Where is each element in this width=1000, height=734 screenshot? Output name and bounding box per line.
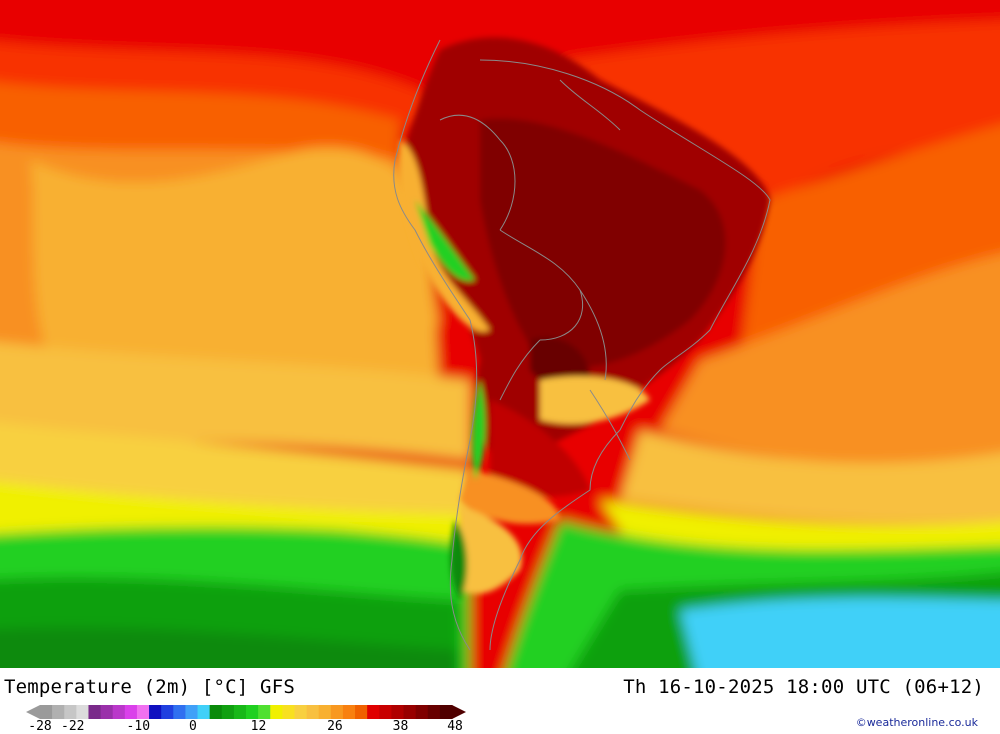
colorbar-segment: [149, 705, 162, 719]
colorbar-tick-label: 12: [250, 719, 267, 734]
colorbar-tick-label: 26: [327, 719, 343, 734]
colorbar-segment: [112, 705, 126, 719]
colorbar-tick-label: -22: [61, 719, 85, 734]
colorbar-segment: [391, 705, 405, 719]
land-temperature-field: [398, 37, 770, 600]
colorbar-segment: [439, 705, 453, 719]
colorbar-tick-label: -28: [28, 719, 52, 734]
colorbar-segment: [427, 705, 441, 719]
colorbar-segment: [161, 705, 174, 719]
colorbar-segment: [100, 705, 114, 719]
colorbar-segment: [173, 705, 186, 719]
colorbar-segment: [221, 705, 235, 719]
colorbar-segment: [209, 705, 223, 719]
colorbar-segment: [246, 705, 259, 719]
temperature-colorbar: [26, 705, 466, 719]
colorbar-segment: [270, 705, 283, 719]
colorbar-tick-label: -10: [126, 719, 151, 734]
colorbar-segment: [318, 705, 332, 719]
country-borders: [393, 39, 771, 651]
colorbar-right-arrow: [452, 705, 466, 719]
colorbar-segment: [52, 705, 65, 719]
colorbar-segment: [233, 705, 247, 719]
colorbar-segment: [415, 705, 429, 719]
colorbar-segment: [379, 705, 392, 719]
colorbar-segment: [185, 705, 199, 719]
valid-time: Th 16-10-2025 18:00 UTC (06+12): [623, 676, 984, 698]
colorbar-segment: [88, 705, 102, 719]
map-footer: Temperature (2m) [°C] GFS Th 16-10-2025 …: [0, 668, 1000, 734]
colorbar-segment: [76, 705, 89, 719]
colorbar-segment: [282, 705, 295, 719]
colorbar-segment: [136, 705, 150, 719]
credit-link[interactable]: ©weatheronline.co.uk: [855, 716, 978, 729]
colorbar-segment: [306, 705, 320, 719]
colorbar-segment: [330, 705, 344, 719]
colorbar-tick-label: 48: [447, 719, 463, 734]
colorbar-segment: [342, 705, 356, 719]
colorbar-segment: [258, 705, 271, 719]
colorbar-segment: [294, 705, 308, 719]
colorbar-segment: [367, 705, 380, 719]
colorbar-left-arrow: [26, 705, 40, 719]
colorbar-segment: [403, 705, 417, 719]
colorbar-tick-label: 38: [392, 719, 409, 734]
colorbar-tick-label: 0: [189, 719, 197, 734]
colorbar-segment: [40, 705, 53, 719]
map-title: Temperature (2m) [°C] GFS: [4, 676, 295, 698]
colorbar-segment: [64, 705, 77, 719]
colorbar-segment: [197, 705, 211, 719]
temperature-map: [0, 0, 1000, 668]
colorbar-segment: [124, 705, 138, 719]
colorbar-segment: [355, 705, 368, 719]
